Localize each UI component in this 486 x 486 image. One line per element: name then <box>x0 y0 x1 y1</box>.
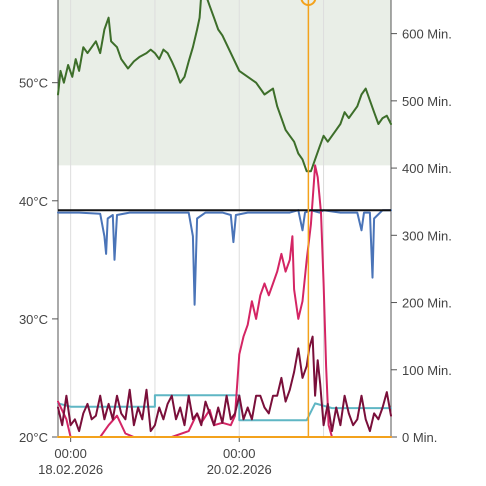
cursor-handle[interactable] <box>300 0 317 6</box>
x-axis-tick-label-time: 00:00 <box>54 446 87 461</box>
tick-label-layer: 20°C 30°C 40°C 50°C 0 Min. 100 Min. 200 Min. 30… <box>19 27 452 477</box>
right-axis-tick-label: 200 Min. <box>402 296 452 311</box>
x-axis-tick-label-time: 00:00 <box>223 446 256 461</box>
right-axis-tick-label: 100 Min. <box>402 363 452 378</box>
right-axis-tick-label: 400 Min. <box>402 161 452 176</box>
left-axis-tick-label: 20°C <box>19 430 48 445</box>
series-line <box>57 335 392 433</box>
series-line <box>57 0 392 173</box>
right-axis-tick-label: 500 Min. <box>402 94 452 109</box>
left-axis-tick-label: 40°C <box>19 194 48 209</box>
series-line <box>57 164 392 438</box>
right-axis-tick-label: 600 Min. <box>402 27 452 42</box>
x-axis-tick-label-date: 18.02.2026 <box>38 462 103 477</box>
shaded-band-layer <box>58 0 391 166</box>
left-axis-tick-label: 50°C <box>19 76 48 91</box>
series-line <box>57 209 392 306</box>
left-axis-tick-label: 30°C <box>19 312 48 327</box>
shaded-band <box>58 0 391 166</box>
series-layer <box>57 0 392 438</box>
x-axis-tick-label-date: 20.02.2026 <box>207 462 272 477</box>
overlay-layer <box>58 0 391 437</box>
axis-layer <box>52 0 397 442</box>
right-axis-tick-label: 300 Min. <box>402 228 452 243</box>
right-axis-tick-label: 0 Min. <box>402 430 437 445</box>
